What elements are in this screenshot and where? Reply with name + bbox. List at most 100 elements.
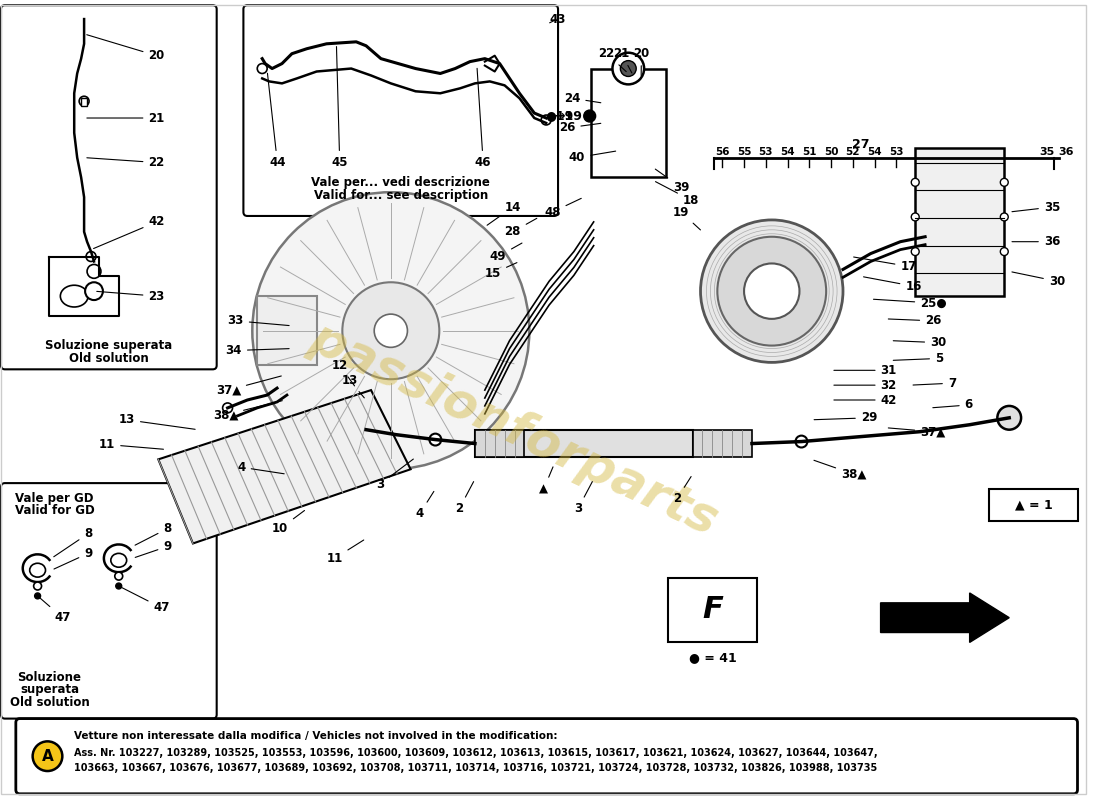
- Text: 34: 34: [226, 344, 289, 357]
- Text: 28: 28: [505, 218, 537, 238]
- Text: 35: 35: [1012, 201, 1060, 214]
- Text: 8: 8: [54, 527, 92, 557]
- Text: 37▲: 37▲: [889, 425, 945, 438]
- Circle shape: [85, 282, 103, 300]
- Circle shape: [34, 582, 42, 590]
- Text: 10: 10: [272, 510, 305, 535]
- Polygon shape: [475, 430, 525, 458]
- Text: 37▲: 37▲: [216, 376, 282, 397]
- Text: Vale per... vedi descrizione: Vale per... vedi descrizione: [311, 176, 491, 189]
- Text: 35: 35: [1038, 146, 1054, 157]
- Text: F: F: [702, 595, 723, 624]
- Text: 4: 4: [416, 491, 433, 520]
- Text: 49: 49: [490, 243, 522, 263]
- Text: Old solution: Old solution: [69, 352, 148, 365]
- Text: 20: 20: [634, 47, 649, 76]
- Text: 54: 54: [780, 146, 795, 157]
- Text: Valid for... see description: Valid for... see description: [314, 189, 487, 202]
- Ellipse shape: [111, 554, 126, 567]
- Text: 32: 32: [834, 378, 896, 392]
- Bar: [591, 69, 666, 178]
- Circle shape: [911, 178, 920, 186]
- Bar: [989, 489, 1078, 521]
- Circle shape: [744, 263, 800, 319]
- Text: 39: 39: [656, 169, 690, 194]
- Text: ●19: ●19: [546, 110, 574, 122]
- Bar: [475, 430, 693, 458]
- Text: 8: 8: [135, 522, 172, 545]
- Text: 23: 23: [97, 290, 165, 302]
- Text: 54: 54: [867, 146, 882, 157]
- Circle shape: [541, 115, 551, 125]
- Text: 38▲: 38▲: [814, 460, 867, 481]
- Text: Valid for GD: Valid for GD: [14, 504, 95, 518]
- Text: ▲ = 1: ▲ = 1: [1015, 498, 1053, 511]
- Text: Vale per GD: Vale per GD: [15, 493, 94, 506]
- Circle shape: [222, 403, 232, 413]
- Polygon shape: [881, 593, 1009, 642]
- Text: 31: 31: [834, 364, 896, 377]
- Circle shape: [79, 96, 89, 106]
- Circle shape: [1000, 213, 1009, 221]
- FancyBboxPatch shape: [243, 6, 558, 216]
- Text: Soluzione superata: Soluzione superata: [45, 339, 173, 352]
- Text: 11: 11: [99, 438, 164, 451]
- Text: 45: 45: [331, 46, 348, 169]
- Text: 17: 17: [854, 257, 916, 273]
- FancyBboxPatch shape: [15, 718, 1078, 794]
- Circle shape: [620, 61, 636, 77]
- Text: 7: 7: [913, 377, 956, 390]
- Text: 51: 51: [802, 146, 816, 157]
- Circle shape: [34, 593, 41, 599]
- Ellipse shape: [30, 563, 45, 577]
- Text: 9: 9: [54, 547, 92, 569]
- Text: 53: 53: [759, 146, 773, 157]
- Circle shape: [584, 110, 595, 122]
- Text: 30: 30: [1012, 272, 1065, 288]
- FancyBboxPatch shape: [1, 483, 217, 718]
- Text: 26: 26: [889, 314, 942, 327]
- Text: 103663, 103667, 103676, 103677, 103689, 103692, 103708, 103711, 103714, 103716, : 103663, 103667, 103676, 103677, 103689, …: [74, 763, 878, 773]
- Text: 30: 30: [893, 336, 946, 349]
- Circle shape: [374, 314, 407, 347]
- Text: 25●: 25●: [873, 297, 947, 310]
- Text: 11: 11: [327, 540, 364, 565]
- Circle shape: [116, 583, 122, 589]
- Text: 56: 56: [715, 146, 729, 157]
- Text: 42: 42: [94, 215, 165, 249]
- Text: Ass. Nr. 103227, 103289, 103525, 103553, 103596, 103600, 103609, 103612, 103613,: Ass. Nr. 103227, 103289, 103525, 103553,…: [74, 748, 878, 758]
- Circle shape: [33, 742, 63, 771]
- Circle shape: [342, 282, 439, 379]
- Text: 18: 18: [656, 182, 700, 206]
- Circle shape: [717, 237, 826, 346]
- Text: 52: 52: [846, 146, 860, 157]
- Text: ● = 41: ● = 41: [689, 650, 736, 664]
- Text: 22: 22: [87, 156, 165, 169]
- Circle shape: [613, 53, 645, 84]
- Circle shape: [1000, 248, 1009, 255]
- Text: 47: 47: [40, 598, 70, 624]
- Ellipse shape: [60, 286, 88, 307]
- Circle shape: [86, 251, 96, 262]
- Text: 36: 36: [1058, 146, 1075, 157]
- Text: ▲: ▲: [539, 467, 553, 495]
- Text: 21: 21: [614, 47, 631, 73]
- Text: 15: 15: [485, 262, 517, 280]
- Text: 55: 55: [737, 146, 751, 157]
- Circle shape: [429, 434, 441, 446]
- Text: 40: 40: [569, 151, 616, 164]
- Text: 21: 21: [87, 111, 165, 125]
- Text: 12: 12: [331, 359, 354, 386]
- Text: 3: 3: [376, 459, 414, 490]
- Polygon shape: [693, 430, 752, 458]
- Text: 14: 14: [487, 201, 521, 226]
- Text: 27: 27: [852, 138, 870, 151]
- Text: 43: 43: [549, 13, 565, 26]
- Text: 16: 16: [864, 277, 922, 293]
- Text: Old solution: Old solution: [10, 696, 89, 710]
- Bar: [915, 148, 1004, 296]
- Text: →19: →19: [554, 110, 582, 122]
- Text: 9: 9: [135, 540, 172, 558]
- Text: 48: 48: [544, 198, 581, 218]
- Bar: [668, 578, 757, 642]
